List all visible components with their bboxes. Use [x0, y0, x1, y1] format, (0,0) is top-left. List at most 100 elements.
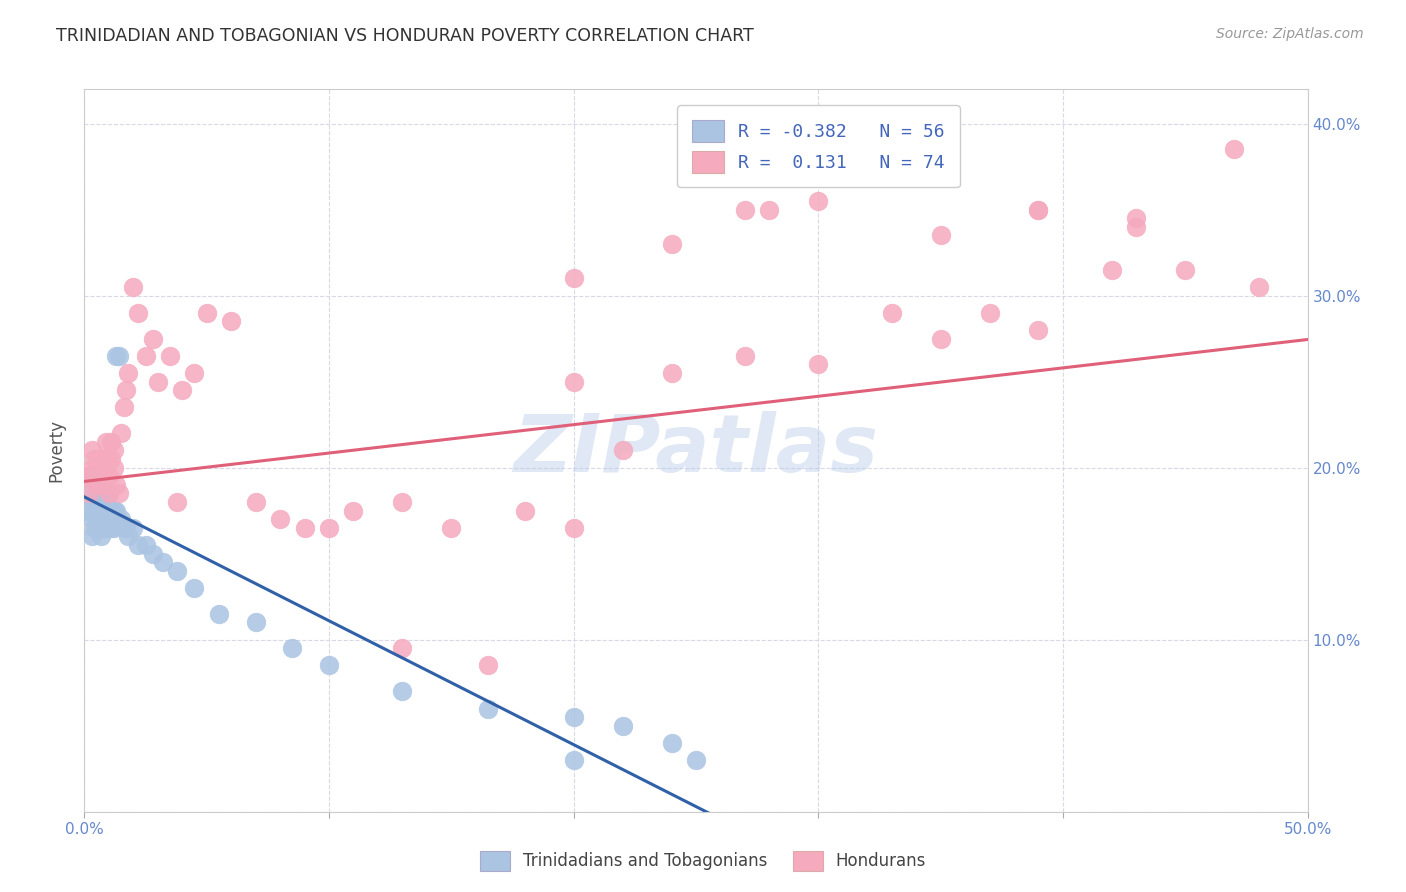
Point	[146, 375, 169, 389]
Point	[661, 366, 683, 380]
Point	[86, 486, 108, 500]
Point	[1028, 202, 1050, 217]
Point	[562, 271, 585, 285]
Point	[929, 332, 952, 346]
Legend: Trinidadians and Tobagonians, Hondurans: Trinidadians and Tobagonians, Hondurans	[471, 842, 935, 880]
Point	[758, 202, 780, 217]
Point	[1247, 280, 1270, 294]
Point	[195, 306, 218, 320]
Point	[107, 486, 129, 500]
Point	[734, 202, 756, 217]
Point	[86, 521, 108, 535]
Point	[1125, 219, 1147, 234]
Legend: R = -0.382   N = 56, R =  0.131   N = 74: R = -0.382 N = 56, R = 0.131 N = 74	[678, 105, 959, 187]
Point	[391, 684, 413, 698]
Point	[90, 512, 112, 526]
Point	[83, 503, 105, 517]
Y-axis label: Poverty: Poverty	[48, 419, 66, 482]
Point	[562, 375, 585, 389]
Point	[80, 529, 103, 543]
Point	[107, 349, 129, 363]
Point	[93, 460, 115, 475]
Point	[93, 503, 115, 517]
Point	[83, 452, 105, 467]
Point	[318, 658, 340, 673]
Point	[103, 503, 125, 517]
Point	[612, 443, 634, 458]
Point	[979, 306, 1001, 320]
Point	[117, 366, 139, 380]
Point	[208, 607, 231, 621]
Point	[612, 719, 634, 733]
Point	[96, 512, 118, 526]
Point	[127, 306, 149, 320]
Point	[219, 314, 242, 328]
Point	[440, 521, 463, 535]
Point	[391, 495, 413, 509]
Point	[115, 384, 138, 398]
Point	[77, 469, 100, 483]
Point	[76, 469, 98, 483]
Point	[87, 503, 110, 517]
Point	[90, 503, 112, 517]
Text: Source: ZipAtlas.com: Source: ZipAtlas.com	[1216, 27, 1364, 41]
Point	[142, 332, 165, 346]
Point	[90, 469, 112, 483]
Point	[562, 753, 585, 767]
Point	[77, 486, 100, 500]
Point	[880, 306, 903, 320]
Point	[122, 521, 145, 535]
Point	[100, 434, 122, 449]
Point	[93, 512, 115, 526]
Point	[83, 495, 105, 509]
Point	[105, 478, 128, 492]
Point	[1223, 142, 1246, 157]
Point	[1125, 211, 1147, 226]
Point	[929, 228, 952, 243]
Point	[269, 512, 291, 526]
Point	[93, 478, 115, 492]
Point	[929, 151, 952, 165]
Point	[86, 512, 108, 526]
Point	[1028, 202, 1050, 217]
Point	[103, 521, 125, 535]
Point	[172, 384, 194, 398]
Point	[117, 529, 139, 543]
Point	[77, 486, 100, 500]
Point	[112, 521, 135, 535]
Point	[142, 547, 165, 561]
Point	[97, 503, 120, 517]
Point	[97, 469, 120, 483]
Point	[87, 521, 110, 535]
Point	[1028, 323, 1050, 337]
Point	[96, 495, 118, 509]
Point	[76, 503, 98, 517]
Point	[105, 349, 128, 363]
Point	[245, 615, 267, 630]
Point	[159, 349, 181, 363]
Point	[110, 426, 132, 441]
Point	[477, 701, 499, 715]
Point	[90, 452, 112, 467]
Point	[97, 486, 120, 500]
Point	[166, 564, 188, 578]
Point	[103, 460, 125, 475]
Point	[87, 452, 110, 467]
Text: ZIPatlas: ZIPatlas	[513, 411, 879, 490]
Point	[661, 237, 683, 252]
Point	[122, 280, 145, 294]
Point	[1101, 262, 1123, 277]
Point	[318, 521, 340, 535]
Point	[183, 581, 205, 595]
Point	[166, 495, 188, 509]
Point	[734, 349, 756, 363]
Point	[127, 538, 149, 552]
Point	[87, 512, 110, 526]
Point	[135, 538, 157, 552]
Point	[112, 401, 135, 415]
Point	[83, 521, 105, 535]
Point	[152, 555, 174, 569]
Point	[93, 521, 115, 535]
Point	[90, 529, 112, 543]
Point	[807, 194, 830, 208]
